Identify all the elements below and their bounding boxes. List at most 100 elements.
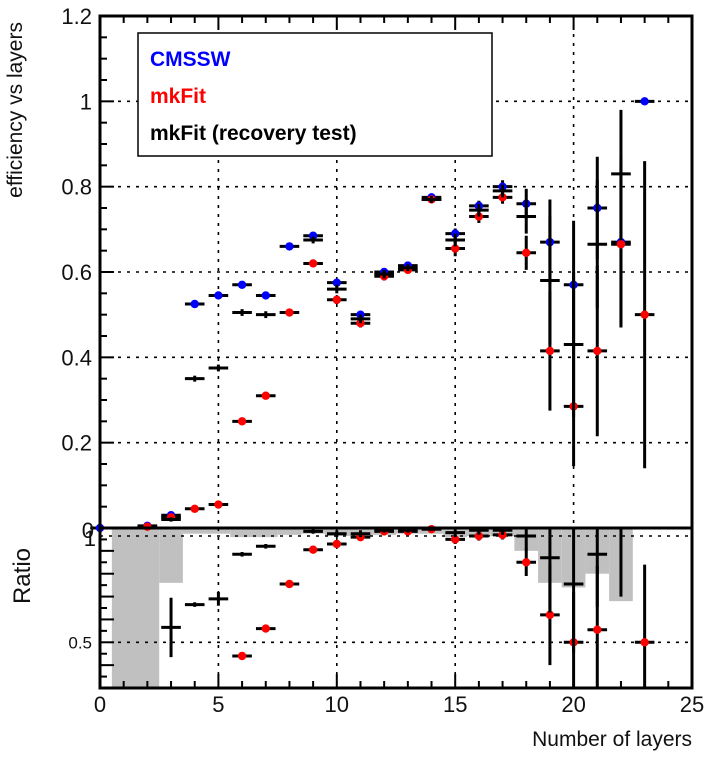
xtick-label-4: 20 xyxy=(561,692,585,717)
ratio-band xyxy=(111,528,633,688)
legend: CMSSW mkFit mkFit (recovery test) xyxy=(137,32,493,157)
ratio-recovery-point-11 xyxy=(445,528,465,538)
ytick-label-lower-0: 0.5 xyxy=(68,633,92,652)
upper-mkfit-marker-19 xyxy=(593,346,602,356)
ratio-mkfit-marker-16 xyxy=(237,651,247,661)
upper-recovery-point-2 xyxy=(208,364,229,372)
ratio-mkfit-point-16 xyxy=(232,651,252,661)
xtick-label-3: 15 xyxy=(443,692,467,717)
upper-cmssw-point-4 xyxy=(208,291,229,300)
ratio-recovery-point-15 xyxy=(540,528,560,613)
upper-mkfit-point-16 xyxy=(516,235,537,270)
ratio-band-bin-3 xyxy=(182,528,207,534)
upper-mkfit-point-7 xyxy=(303,259,323,268)
upper-cmssw-point-5 xyxy=(232,280,252,289)
upper-mkfit-point-2 xyxy=(184,504,205,513)
upper-mkfit-marker-7 xyxy=(308,259,318,268)
upper-mkfit-marker-6 xyxy=(285,308,294,317)
upper-cmssw-marker-5 xyxy=(237,280,247,289)
ytick-label-upper-3: 0.8 xyxy=(61,175,92,200)
ratio-mkfit-point-2 xyxy=(327,539,347,549)
upper-cmssw-point-6 xyxy=(255,291,276,300)
ratio-recovery-point-6 xyxy=(327,530,347,538)
ratio-mkfit-point-10 xyxy=(516,548,537,576)
upper-recovery-point-13 xyxy=(492,184,513,198)
axis-ticks xyxy=(99,15,693,689)
upper-recovery-point-1 xyxy=(184,375,205,382)
upper-recovery-point-16 xyxy=(563,272,584,418)
ratio-mkfit-marker-10 xyxy=(522,558,531,567)
ratio-band-bin-6 xyxy=(253,528,278,538)
ratio-mkfit-marker-11 xyxy=(545,610,555,620)
y-axis-title-upper: efficiency vs layers xyxy=(4,22,27,198)
legend-box xyxy=(137,32,493,157)
ratio-recovery-point-0 xyxy=(161,597,181,658)
ytick-label-upper-zero: 0 xyxy=(82,518,94,543)
upper-mkfit-marker-13 xyxy=(451,244,460,253)
upper-cmssw-point-3 xyxy=(184,299,205,309)
upper-mkfit-marker-17 xyxy=(545,346,555,356)
ratio-recovery-point-7 xyxy=(350,530,371,538)
ratio-recovery-point-5 xyxy=(303,529,323,534)
x-axis-title: Number of layers xyxy=(532,728,692,751)
ratio-recovery-point-14 xyxy=(516,528,537,550)
upper-recovery-point-15 xyxy=(540,216,560,345)
upper-recovery-point-10 xyxy=(421,196,442,203)
upper-mkfit-point-3 xyxy=(208,500,229,509)
upper-cmssw-marker-6 xyxy=(261,291,270,300)
ratio-recovery-point-1 xyxy=(184,602,205,607)
upper-recovery-point-18 xyxy=(611,109,631,238)
upper-recovery-point-9 xyxy=(398,264,418,272)
upper-recovery-point-17 xyxy=(587,180,608,309)
upper-cmssw-marker-22 xyxy=(640,97,649,106)
upper-mkfit-marker-5 xyxy=(261,391,270,400)
upper-mkfit-point-4 xyxy=(232,417,252,426)
upper-mkfit-marker-16 xyxy=(522,248,531,257)
upper-cmssw-marker-10 xyxy=(356,310,365,319)
ratio-recovery-point-16 xyxy=(563,528,584,653)
ratio-band-bin-2 xyxy=(159,528,183,583)
upper-recovery-point-3 xyxy=(232,309,252,316)
ratio-mkfit-marker-14 xyxy=(640,638,649,647)
upper-mkfit-marker-20 xyxy=(616,240,626,249)
upper-mkfit-marker-2 xyxy=(190,504,199,513)
upper-recovery-point-12 xyxy=(469,203,489,217)
ratio-recovery-point-3 xyxy=(232,552,252,557)
ratio-mkfit-point-15 xyxy=(255,624,276,633)
ytick-label-lower-one: 1 xyxy=(84,526,96,551)
upper-mkfit-marker-4 xyxy=(237,417,247,426)
ratio-mkfit-marker-13 xyxy=(593,625,602,634)
upper-recovery-point-5 xyxy=(303,236,323,244)
ytick-label-upper-0: 0.2 xyxy=(61,431,92,456)
upper-mkfit-marker-3 xyxy=(214,500,223,509)
ytick-label-upper-1: 0.4 xyxy=(61,345,92,370)
xtick-label-5: 25 xyxy=(680,692,704,717)
ratio-mkfit-marker-1 xyxy=(308,545,318,554)
ytick-label-upper-2: 0.6 xyxy=(61,260,92,285)
ratio-mkfit-point-1 xyxy=(303,545,323,554)
ratio-mkfit-marker-15 xyxy=(261,624,270,633)
ratio-recovery-point-4 xyxy=(255,544,276,549)
upper-recovery-point-14 xyxy=(516,199,537,234)
ratio-mkfit-marker-8 xyxy=(474,531,484,541)
upper-recovery-point-8 xyxy=(374,269,394,279)
upper-mkfit-point-21 xyxy=(634,161,655,469)
upper-cmssw-point-22 xyxy=(634,97,655,106)
ratio-recovery-point-17 xyxy=(587,528,608,607)
ytick-label-upper-4: 1 xyxy=(80,89,92,114)
lower-marks xyxy=(161,524,655,688)
legend-label-cmssw: CMSSW xyxy=(150,48,231,71)
upper-mkfit-point-5 xyxy=(255,391,276,400)
upper-recovery-point-11 xyxy=(445,233,465,247)
ratio-band-bin-7 xyxy=(277,528,302,535)
upper-recovery-point-6 xyxy=(327,284,347,294)
xtick-label-2: 10 xyxy=(325,692,349,717)
ytick-label-upper-5: 1.2 xyxy=(61,4,92,29)
legend-label-mkfit: mkFit xyxy=(150,85,206,108)
upper-recovery-point-4 xyxy=(255,311,276,319)
ratio-mkfit-marker-7 xyxy=(451,535,460,544)
upper-cmssw-point-7 xyxy=(279,242,300,251)
